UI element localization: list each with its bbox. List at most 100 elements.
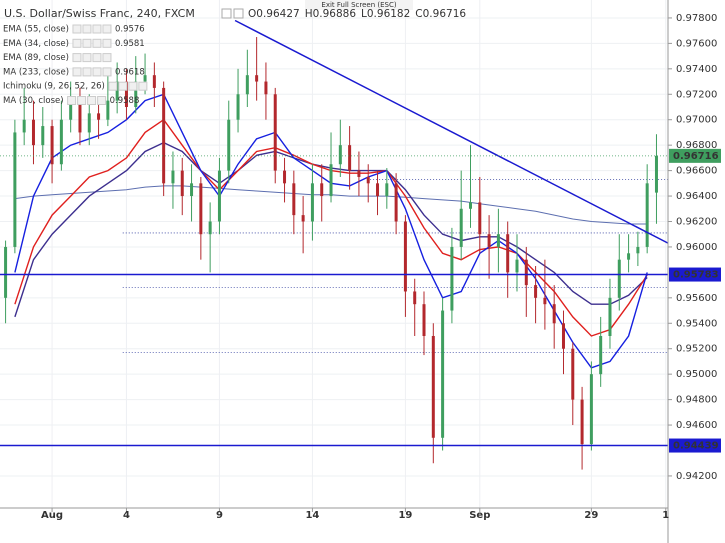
candle-body — [264, 81, 268, 95]
candle-body — [487, 234, 491, 247]
legend-icon — [92, 67, 102, 77]
candle-body — [283, 170, 287, 184]
candle-body — [227, 119, 231, 171]
ohlc-value: L0.96182 — [361, 8, 410, 20]
price-label: 0.95783 — [673, 270, 719, 281]
legend-icon — [82, 38, 92, 48]
y-tick-label: 0.96600 — [676, 166, 717, 177]
candle-body — [310, 183, 314, 222]
legend-label: EMA (34, close) — [3, 39, 69, 49]
candle-body — [78, 100, 82, 133]
candle-body — [422, 304, 426, 336]
candle-body — [348, 145, 352, 171]
legend-icon — [102, 38, 112, 48]
x-tick-label: 4 — [123, 510, 130, 521]
candle-body — [394, 183, 398, 222]
candle-body — [459, 208, 463, 247]
y-tick-label: 0.97000 — [676, 115, 717, 126]
ohlc-value: C0.96716 — [415, 8, 466, 20]
x-tick-label: 14 — [305, 510, 319, 521]
y-tick-label: 0.96400 — [676, 191, 717, 202]
icon — [221, 8, 232, 19]
candle-body — [515, 259, 519, 273]
y-tick-label: 0.97600 — [676, 38, 717, 49]
candle-body — [524, 259, 528, 286]
candle-body — [134, 81, 138, 107]
legend-icon — [102, 24, 112, 34]
grid — [0, 0, 668, 508]
candle-body — [301, 215, 305, 222]
candle-body — [627, 253, 631, 260]
candle-body — [357, 170, 361, 177]
icon — [233, 8, 244, 19]
y-tick-label: 0.97400 — [676, 64, 717, 75]
candle-body — [106, 100, 110, 120]
candle-body — [654, 155, 658, 193]
candle-body — [469, 202, 473, 209]
legend-icon — [128, 81, 138, 91]
candle-body — [22, 119, 26, 133]
legend-icon — [72, 38, 82, 48]
ohlc-value: H0.96886 — [305, 8, 357, 20]
y-tick-label: 0.94200 — [676, 471, 717, 482]
candle-body — [143, 75, 147, 82]
candle-body — [636, 246, 640, 254]
candle-body — [506, 234, 510, 273]
legend-icon — [72, 53, 82, 63]
legend-icon — [72, 24, 82, 34]
chart-title: U.S. Dollar/Swiss Franc, 240, FXCM — [4, 7, 195, 20]
candle-body — [124, 81, 128, 107]
legend-icon — [67, 96, 77, 105]
price-label-box — [669, 438, 721, 453]
candle-body — [338, 145, 342, 165]
candle-body — [431, 335, 435, 438]
legend-icon — [82, 24, 92, 34]
legend-icon — [102, 53, 112, 63]
candle-body — [561, 323, 565, 349]
candle-body — [366, 176, 370, 184]
legend-label: MA (233, close) — [3, 67, 69, 77]
candle-body — [645, 183, 649, 247]
candle-body — [245, 75, 249, 95]
candle-body — [617, 259, 621, 298]
candle-body — [552, 304, 556, 324]
candle-body — [403, 221, 407, 292]
candle-body — [59, 119, 63, 165]
y-tick-label: 0.97200 — [676, 89, 717, 100]
price-label-box — [669, 148, 721, 163]
price-label: 0.94439 — [673, 441, 719, 452]
y-tick-label: 0.96200 — [676, 216, 717, 227]
y-tick-label: 0.95600 — [676, 293, 717, 304]
candle-body — [97, 113, 101, 120]
candle-body — [496, 234, 500, 247]
candle-body — [441, 310, 445, 438]
candle-body — [13, 132, 17, 247]
candle-body — [236, 94, 240, 120]
legend-icon — [72, 67, 82, 77]
candle-body — [599, 335, 603, 375]
legend-label: MA (30, close) — [3, 96, 64, 106]
x-tick-label: 19 — [398, 510, 412, 521]
y-tick-label: 0.95200 — [676, 344, 717, 355]
candle-body — [87, 113, 91, 133]
candle-body — [41, 126, 45, 146]
legend-icon — [102, 67, 112, 77]
candle-body — [180, 170, 184, 197]
candle-body — [580, 399, 584, 445]
candle-body — [31, 119, 35, 146]
candle-body — [255, 75, 259, 82]
exit-button-label[interactable]: Exit Full Screen (ESC) — [321, 1, 396, 9]
candle-body — [4, 246, 8, 298]
candle-body — [292, 183, 296, 216]
price-label: 0.96716 — [673, 151, 719, 162]
candle-body — [69, 100, 73, 120]
candle-body — [450, 246, 454, 311]
legend-icon — [92, 24, 102, 34]
legend-icon — [92, 53, 102, 63]
exit-button[interactable] — [305, 0, 413, 10]
trendline — [234, 19, 669, 244]
candle-body — [413, 291, 417, 305]
y-tick-label: 0.94800 — [676, 395, 717, 406]
